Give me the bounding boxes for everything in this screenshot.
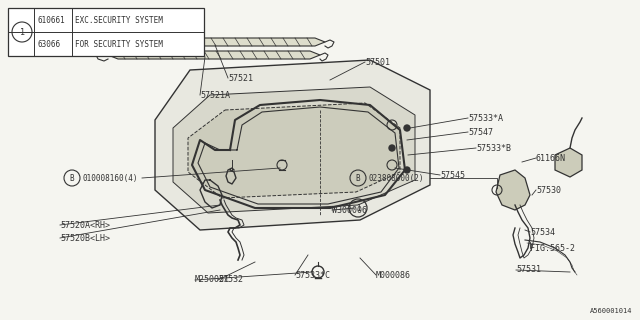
Text: 57545: 57545: [440, 171, 465, 180]
Text: M000086: M000086: [376, 270, 411, 279]
Text: B: B: [356, 173, 360, 182]
Text: 57521A: 57521A: [200, 91, 230, 100]
Text: EXC.SECURITY SYSTEM: EXC.SECURITY SYSTEM: [75, 15, 163, 25]
Circle shape: [404, 167, 410, 173]
Text: 57530: 57530: [536, 186, 561, 195]
Text: 57547: 57547: [468, 127, 493, 137]
Text: 61166N: 61166N: [536, 154, 566, 163]
Polygon shape: [496, 170, 530, 210]
Polygon shape: [173, 87, 415, 213]
Text: 57532: 57532: [218, 276, 243, 284]
Text: 63066: 63066: [37, 39, 60, 49]
Text: 610661: 610661: [37, 15, 65, 25]
Text: 57501: 57501: [365, 58, 390, 67]
Text: B: B: [70, 173, 74, 182]
Text: 57521: 57521: [228, 74, 253, 83]
Text: FOR SECURITY SYSTEM: FOR SECURITY SYSTEM: [75, 39, 163, 49]
Text: FIG.565-2: FIG.565-2: [530, 244, 575, 252]
Text: 57533*B: 57533*B: [476, 143, 511, 153]
Text: 57520B<LH>: 57520B<LH>: [60, 234, 110, 243]
Text: 023808000(2): 023808000(2): [368, 173, 424, 182]
Text: 57533*C: 57533*C: [295, 270, 330, 279]
Polygon shape: [100, 38, 325, 46]
Text: 57533*A: 57533*A: [468, 114, 503, 123]
Circle shape: [404, 125, 410, 131]
Text: 57534: 57534: [530, 228, 555, 236]
Text: 57520A<RH>: 57520A<RH>: [60, 220, 110, 229]
Polygon shape: [108, 51, 320, 59]
Text: W300006: W300006: [332, 205, 367, 214]
Text: 010008160(4): 010008160(4): [82, 173, 138, 182]
Text: A560001014: A560001014: [589, 308, 632, 314]
Text: 1: 1: [356, 204, 360, 212]
Polygon shape: [188, 103, 400, 198]
Polygon shape: [155, 60, 430, 230]
Text: 57531: 57531: [516, 266, 541, 275]
Polygon shape: [555, 148, 582, 177]
Bar: [8, 8, 204, 56]
Text: 1: 1: [19, 28, 24, 36]
Circle shape: [389, 145, 395, 151]
Text: M250021: M250021: [195, 276, 230, 284]
